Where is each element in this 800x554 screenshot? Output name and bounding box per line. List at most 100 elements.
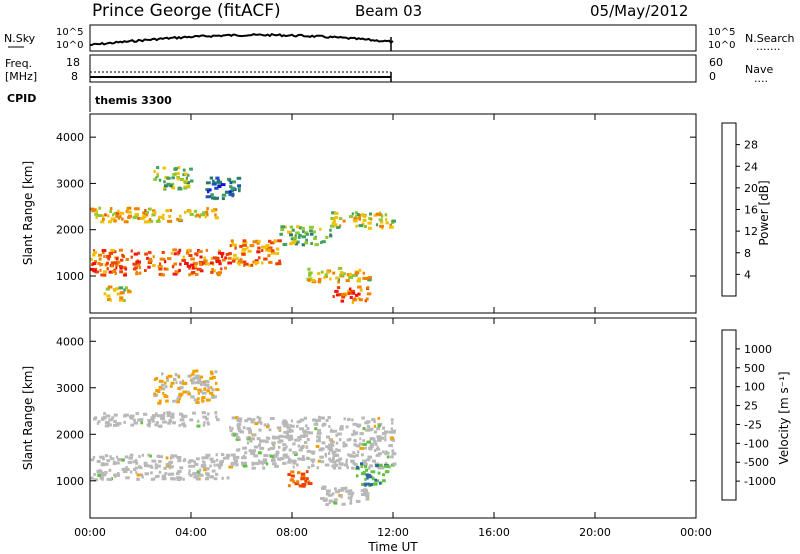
echo-cell (288, 458, 292, 462)
echo-cell (182, 459, 186, 463)
echo-cell (298, 448, 303, 452)
echo-cell (172, 248, 178, 252)
echo-cell (154, 463, 158, 467)
echo-cell (263, 460, 267, 464)
echo-cell (197, 391, 200, 395)
echo-cell (169, 184, 173, 188)
echo-cell (195, 477, 200, 481)
echo-cell (302, 429, 307, 433)
echo-cell (207, 190, 210, 194)
cpid-label: CPID (7, 92, 36, 105)
echo-cell (251, 418, 256, 422)
echo-cell (113, 420, 117, 423)
echo-cell (286, 426, 291, 430)
echo-cell (250, 437, 255, 441)
echo-cell (99, 268, 102, 272)
echo-cell (158, 399, 162, 403)
echo-cell (204, 383, 210, 387)
echo-cell (142, 211, 147, 215)
echo-cell (325, 503, 329, 507)
echo-cell (94, 260, 97, 263)
echo-cell (165, 209, 170, 213)
echo-cell (352, 291, 356, 295)
echo-cell (300, 226, 305, 230)
echo-cell (198, 250, 203, 254)
colorbar-tick-label: -25 (744, 418, 762, 431)
echo-cell (179, 386, 184, 390)
echo-cell (365, 468, 368, 472)
echo-cell (294, 242, 298, 246)
echo-cell (170, 415, 175, 419)
echo-cell (215, 472, 219, 476)
echo-cell (273, 239, 277, 243)
echo-cell (168, 460, 173, 464)
echo-cell (217, 185, 222, 188)
echo-cell (390, 427, 393, 431)
echo-cell (205, 248, 209, 252)
echo-cell (202, 211, 207, 215)
echo-cell (177, 166, 181, 170)
echo-cell (275, 247, 280, 251)
echo-cell (293, 236, 297, 240)
echo-cell (348, 276, 353, 279)
echo-cell (242, 464, 248, 468)
echo-cell (391, 449, 395, 453)
velocity-colorbar-label: Velocity [m s⁻¹] (777, 371, 791, 464)
echo-cell (320, 497, 325, 500)
echo-cell (210, 257, 213, 260)
echo-cell (333, 498, 338, 502)
echo-cell (156, 166, 160, 170)
echo-cell (93, 249, 96, 253)
echo-cell (119, 266, 123, 270)
echo-cell (163, 411, 166, 415)
echo-cell (328, 446, 333, 450)
echo-cell (289, 233, 293, 237)
echo-cell (186, 181, 190, 185)
echo-cell (377, 416, 381, 420)
echo-cell (281, 421, 286, 425)
echo-cell (267, 249, 271, 253)
echo-cell (217, 251, 221, 255)
echo-cell (369, 212, 372, 216)
echo-cell (368, 464, 374, 468)
echo-cell (376, 435, 382, 439)
echo-cell (373, 213, 377, 217)
echo-cell (262, 466, 266, 470)
echo-cell (130, 470, 133, 474)
echo-cell (177, 470, 182, 473)
echo-cell (243, 260, 247, 264)
echo-cell (233, 459, 238, 463)
echo-cell (285, 445, 288, 449)
echo-cell (324, 273, 328, 277)
echo-cell (325, 235, 329, 239)
echo-cell (352, 429, 356, 433)
echo-cell (210, 386, 213, 390)
echo-cell (206, 380, 210, 384)
echo-cell (242, 446, 246, 450)
echo-cell (127, 214, 132, 218)
echo-cell (137, 263, 141, 267)
echo-cell (334, 487, 337, 491)
echo-cell (113, 219, 117, 223)
echo-cell (330, 224, 335, 228)
echo-cell (103, 412, 106, 416)
echo-cell (159, 262, 162, 266)
ytick-label: 3000 (56, 382, 84, 395)
echo-cell (182, 382, 187, 386)
echo-cell (307, 267, 311, 271)
echo-cell (181, 259, 187, 262)
echo-cell (270, 459, 276, 462)
echo-cell (332, 466, 337, 470)
echo-cell (342, 444, 346, 448)
echo-cell (162, 166, 166, 170)
echo-cell (165, 376, 169, 380)
echo-cell (344, 444, 348, 448)
echo-cell (185, 251, 190, 255)
echo-cell (148, 464, 153, 468)
echo-cell (248, 435, 251, 439)
colorbar-tick-label: 24 (744, 160, 758, 173)
echo-cell (289, 424, 292, 428)
colorbar-tick-label: 20 (744, 182, 758, 195)
echo-cell (332, 271, 336, 275)
echo-cell (151, 414, 157, 418)
